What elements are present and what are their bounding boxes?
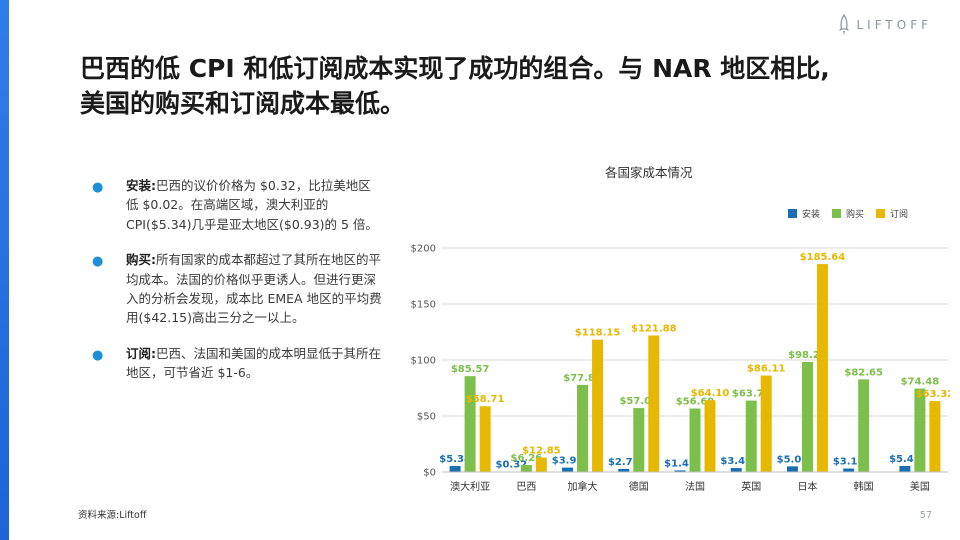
x-tick-label: 德国: [629, 480, 649, 493]
accent-bar: [0, 0, 9, 540]
bar-purchase: [464, 376, 476, 472]
data-label: $1.42: [664, 458, 696, 469]
bar-purchase: [801, 362, 813, 472]
bullet-text: 所有国家的成本都超过了其所在地区的平均成本。法国的价格似乎更诱人。但进行更深入的…: [126, 252, 382, 326]
bullet-install: ● 安装:巴西的议价价格为 $0.32，比拉美地区低 $0.02。在高端区域，澳…: [92, 176, 382, 234]
data-label: $0.32: [496, 460, 528, 471]
bullet-list: ● 安装:巴西的议价价格为 $0.32，比拉美地区低 $0.02。在高端区域，澳…: [92, 176, 382, 398]
bar-install: [674, 470, 686, 472]
data-label: $5.06: [777, 454, 809, 465]
data-label: $58.71: [466, 394, 505, 405]
bar-subscribe: [929, 401, 941, 472]
bullet-dot-icon: ●: [92, 254, 104, 270]
bar-install: [449, 466, 461, 472]
x-tick-label: 日本: [797, 480, 817, 493]
data-label: $56.69: [676, 397, 715, 408]
legend-swatch-subscribe: [876, 209, 886, 218]
data-label: $118.15: [575, 328, 621, 339]
bullet-purchase: ● 购买:所有国家的成本都超过了其所在地区的平均成本。法国的价格似乎更诱人。但进…: [92, 250, 382, 328]
bar-install: [786, 466, 798, 472]
bullet-text: 巴西、法国和美国的成本明显低于其所在地区，可节省近 $1-6。: [126, 345, 382, 380]
bar-purchase: [577, 384, 589, 472]
x-tick-label: 美国: [910, 480, 930, 493]
legend-swatch-purchase: [832, 209, 842, 218]
bar-purchase: [520, 464, 532, 472]
y-tick-label: $50: [417, 412, 436, 423]
legend-item-subscribe: 订阅: [876, 207, 908, 220]
bar-purchase: [633, 408, 645, 472]
bar-subscribe: [535, 457, 547, 472]
logo-text: LIFTOFF: [856, 18, 932, 32]
data-label: $5.41: [889, 454, 921, 465]
cost-bar-chart: $0 $50 $100 $150 $200 $5.34 $85.57 $58.71 澳大利亚 $0…: [411, 244, 950, 494]
bar-subscribe: [648, 335, 660, 472]
x-tick-label: 英国: [741, 480, 761, 493]
y-tick-label: $100: [411, 356, 436, 367]
bar-install: [730, 468, 742, 472]
bar-purchase: [689, 408, 701, 472]
page-number: 57: [919, 510, 932, 521]
bullet-text: 巴西的议价价格为 $0.32，比拉美地区低 $0.02。在高端区域，澳大利亚的 …: [126, 178, 378, 232]
source-note: 资料来源:Liftoff: [78, 510, 147, 521]
legend-label-purchase: 购买: [846, 210, 865, 220]
data-label: $86.11: [747, 364, 786, 375]
data-label: $5.34: [439, 454, 471, 465]
data-label: $3.11: [833, 457, 865, 468]
data-label: $12.85: [522, 446, 561, 457]
rocket-icon: [838, 14, 849, 35]
bullet-heading: 购买:: [126, 252, 156, 268]
bar-subscribe: [760, 375, 772, 472]
bar-purchase: [858, 379, 870, 472]
data-label: $185.64: [800, 252, 846, 263]
data-label: $3.49: [720, 456, 752, 467]
legend-label-install: 安装: [802, 210, 821, 220]
bar-install: [843, 468, 855, 472]
data-label: $82.65: [844, 367, 883, 378]
y-tick-label: $200: [411, 244, 436, 255]
bar-subscribe: [704, 400, 716, 472]
data-label: $6.26: [511, 453, 543, 464]
y-tick-label: $0: [423, 468, 436, 479]
bullet-subscribe: ● 订阅:巴西、法国和美国的成本明显低于其所在地区，可节省近 $1-6。: [92, 344, 382, 383]
bar-install: [899, 465, 911, 472]
title-line-2: 美国的购买和订阅成本最低。: [80, 88, 406, 118]
data-label: $64.10: [691, 388, 730, 399]
data-label: $121.88: [631, 323, 677, 334]
bullet-heading: 订阅:: [126, 345, 156, 361]
bullet-dot-icon: ●: [92, 180, 104, 195]
data-label: $63.76: [732, 389, 771, 400]
chart-legend: 安装 购买 订阅: [788, 207, 908, 220]
data-label: $85.57: [451, 364, 490, 375]
data-label: $2.76: [608, 457, 640, 468]
x-tick-label: 加拿大: [568, 480, 598, 493]
legend-swatch-install: [788, 209, 797, 218]
bar-install: [618, 468, 630, 472]
liftoff-logo: LIFTOFF: [837, 14, 933, 36]
data-label: $3.92: [552, 456, 584, 467]
data-label: $63.32: [916, 389, 950, 400]
bar-subscribe: [479, 406, 491, 472]
bar-purchase: [914, 388, 926, 472]
data-label: $98.21: [788, 350, 827, 361]
y-tick-label: $150: [411, 300, 436, 311]
bullet-dot-icon: ●: [92, 347, 104, 363]
x-tick-label: 澳大利亚: [450, 480, 490, 493]
bar-install: [562, 467, 574, 472]
bar-purchase: [745, 400, 757, 472]
bar-subscribe: [816, 264, 828, 472]
x-tick-label: 韩国: [854, 480, 874, 493]
data-label: $77.82: [563, 373, 602, 384]
bar-subscribe: [592, 339, 604, 472]
legend-label-subscribe: 订阅: [890, 210, 909, 220]
chart-title: 各国家成本情况: [605, 165, 693, 180]
page-title: 巴西的低 CPI 和低订阅成本实现了成功的组合。与 NAR 地区相比, 美国的购…: [80, 52, 920, 121]
title-line-1: 巴西的低 CPI 和低订阅成本实现了成功的组合。与 NAR 地区相比,: [80, 54, 830, 83]
bullet-heading: 安装:: [126, 178, 156, 193]
legend-item-install: 安装: [788, 207, 820, 220]
legend-item-purchase: 购买: [832, 207, 864, 220]
data-label: $74.48: [901, 377, 940, 388]
x-tick-label: 法国: [685, 480, 705, 493]
data-label: $57.08: [619, 396, 658, 407]
x-tick-label: 巴西: [516, 481, 536, 493]
